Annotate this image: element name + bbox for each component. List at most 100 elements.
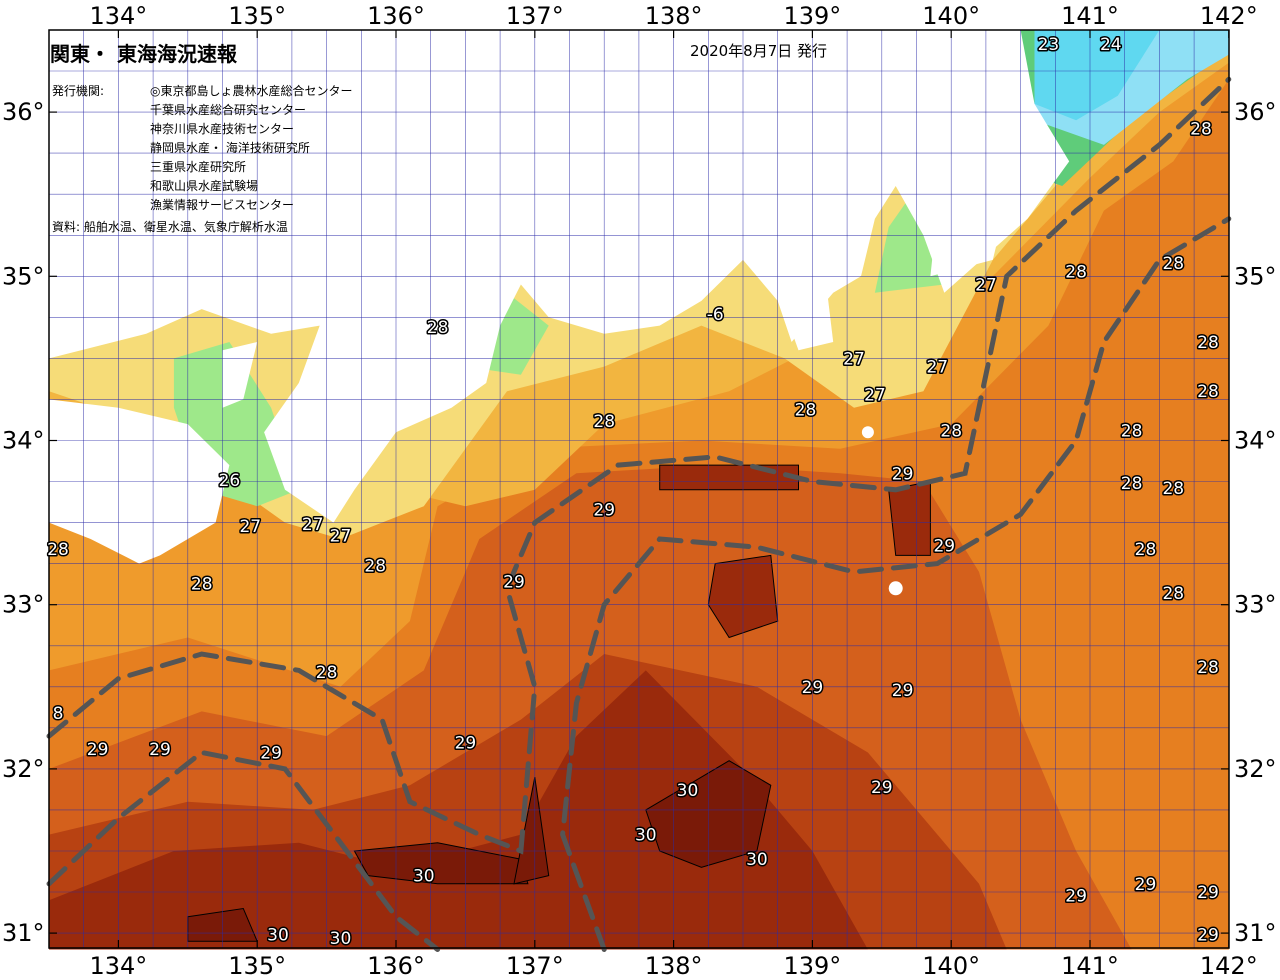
isotherm-label: 28 [1197, 658, 1219, 678]
isotherm-label: 28 [1065, 262, 1087, 282]
isotherm-label: 28 [1197, 382, 1219, 402]
isotherm-label: 29 [149, 740, 171, 760]
isotherm-label: 28 [1135, 540, 1157, 560]
isotherm-label: 28 [1190, 120, 1212, 140]
isotherm-label: 28 [1162, 584, 1184, 604]
isotherm-label: 29 [260, 744, 282, 764]
lat-label-left: 35° [2, 262, 45, 290]
agency-item: 三重県水産研究所 [150, 160, 247, 174]
land-island [888, 581, 903, 596]
lon-label-top: 136° [367, 2, 425, 30]
lat-label-left: 33° [2, 591, 45, 619]
lat-label-right: 32° [1234, 755, 1277, 783]
isotherm-label: 29 [933, 537, 955, 557]
isotherm-label: 27 [239, 517, 261, 537]
isotherm-label: 27 [864, 386, 886, 406]
isotherm-label: 27 [302, 515, 324, 535]
isotherm-label: 28 [1162, 479, 1184, 499]
lon-label-bottom: 137° [506, 952, 564, 980]
isotherm-label: 27 [330, 527, 352, 547]
lon-label-top: 135° [228, 2, 286, 30]
sst-patch-izu [888, 480, 931, 556]
sst-band-23 [1034, 30, 1160, 121]
lat-label-right: 33° [1234, 591, 1277, 619]
land-boso [930, 161, 1007, 277]
isotherm-label: 28 [1197, 333, 1219, 353]
isotherm-labels: 23 24 28 28 28 28 28 28 28 28 28 28 28 27 27 27 27 28 28 28… [46, 34, 1221, 951]
lon-label-bottom: 139° [783, 952, 841, 980]
isotherm-label: 27 [843, 349, 865, 369]
agency-item: ◎東京都島しょ農林水産総合センター [150, 84, 353, 98]
isotherm-label: 27 [975, 276, 997, 296]
isotherm-label: 30 [635, 826, 657, 846]
lat-lon-grid [48, 29, 1230, 948]
isotherm-label: 26 [219, 471, 241, 491]
agency-item: 千葉県水産総合研究センター [150, 103, 307, 117]
isotherm-label: 30 [746, 850, 768, 870]
isotherm-label: 28 [364, 556, 386, 576]
isotherm-label: 29 [802, 678, 824, 698]
isotherm-label: 28 [316, 663, 338, 683]
isotherm-label: 29 [871, 778, 893, 798]
agency-item: 神奈川県水産技術センター [150, 122, 295, 136]
lon-label-top: 137° [506, 2, 564, 30]
isotherm-label: 30 [677, 781, 699, 801]
lat-label-left: 34° [2, 427, 45, 455]
isotherm-label: 29 [593, 501, 615, 521]
kuroshio-axis-lines [46, 76, 1232, 952]
isotherm-label: 28 [593, 412, 615, 432]
lon-label-top: 139° [783, 2, 841, 30]
lon-label-top: 140° [922, 2, 980, 30]
issue-date: 2020年8月7日 発行 [690, 42, 828, 60]
isotherm-label: 29 [503, 573, 525, 593]
lat-label-right: 34° [1234, 427, 1277, 455]
isotherm-label: 28 [427, 318, 449, 338]
isotherm-label: 28 [940, 422, 962, 442]
land-island [861, 426, 874, 439]
lon-label-bottom: 142° [1200, 952, 1258, 980]
lat-label-right: 35° [1234, 262, 1277, 290]
lon-label-top: 142° [1200, 2, 1258, 30]
isotherm-label: 28 [47, 540, 69, 560]
lon-label-bottom: 141° [1061, 952, 1119, 980]
kuroshio-main-axis [46, 76, 1232, 855]
isotherm-label: 28 [1162, 254, 1184, 274]
isotherm-label: 28 [1121, 474, 1143, 494]
isotherm-label: 29 [1065, 886, 1087, 906]
map-title: 関東・ 東海海況速報 [50, 42, 237, 66]
isotherm-label: 29 [455, 734, 477, 754]
lon-label-bottom: 140° [922, 952, 980, 980]
lat-label-left: 31° [2, 919, 45, 947]
data-sources: 資料: 船舶水温、衛星水温、気象庁解析水温 [52, 220, 288, 234]
issuing-agencies: 発行機関: ◎東京都島しょ農林水産総合センター 千葉県水産総合研究センター 神奈川… [52, 82, 352, 215]
lat-label-left: 36° [2, 98, 45, 126]
lon-label-bottom: 138° [645, 952, 703, 980]
lon-label-bottom: 134° [89, 952, 147, 980]
lat-label-right: 31° [1234, 919, 1277, 947]
agencies-label: 発行機関: [52, 84, 105, 98]
lat-label-right: 36° [1234, 98, 1277, 126]
agency-item: 静岡県水産・ 海洋技術研究所 [150, 141, 310, 155]
isotherm-label: 29 [1197, 926, 1219, 946]
isotherm-label: 29 [1197, 883, 1219, 903]
isotherm-label: 24 [1100, 35, 1122, 55]
isotherm-label: 29 [1135, 875, 1157, 895]
isotherm-label: 28 [1121, 422, 1143, 442]
isotherm-label: 30 [267, 926, 289, 946]
isotherm-label: 30 [413, 867, 435, 887]
kuroshio-offshore-branch [560, 216, 1232, 952]
isotherm-label: 28 [795, 400, 817, 420]
isotherm-label: 23 [1038, 35, 1060, 55]
isotherm-label: 27 [926, 358, 948, 378]
lon-label-top: 138° [645, 2, 703, 30]
isotherm-label: 29 [892, 464, 914, 484]
agency-item: 和歌山県水産試験場 [150, 179, 259, 193]
isotherm-label: 28 [191, 574, 213, 594]
agency-item: 漁業情報サービスセンター [150, 198, 295, 212]
isotherm-label: 29 [87, 740, 109, 760]
lon-label-top: 134° [89, 2, 147, 30]
lon-label-bottom: 136° [367, 952, 425, 980]
lat-label-left: 32° [2, 755, 45, 783]
